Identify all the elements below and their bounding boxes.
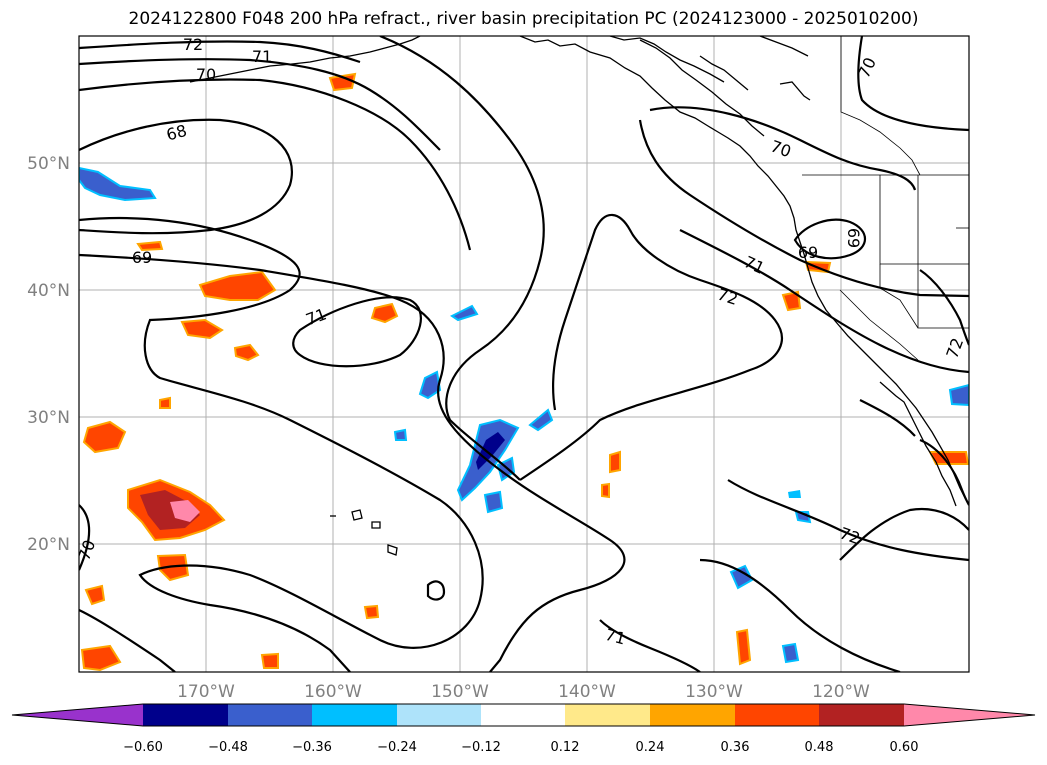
contour-label: 72 [183,35,203,54]
colorbar-tick-label: −0.12 [461,740,501,755]
lat-tick-label: 50°N [27,154,70,174]
colorbar-tick-label: −0.60 [123,740,163,755]
contour-label: 71 [603,625,628,649]
map-plot: 72 71 70 68 69 71 71 72 70 69 69 72 70 7… [74,35,969,672]
contour-label: 70 [74,537,99,563]
colorbar-segment [143,704,228,726]
contour-label: 69 [132,248,152,267]
coastlines [189,36,967,556]
lat-tick-label: 40°N [27,281,70,301]
political-borders [802,36,969,361]
map-title: 2024122800 F048 200 hPa refract., river … [128,9,919,29]
contour-label: 69 [844,228,863,248]
colorbar-tick-label: −0.24 [377,740,417,755]
colorbar-segment [904,704,1035,726]
colorbar-tick-labels: −0.60 −0.48 −0.36 −0.24 −0.12 0.12 0.24 … [123,740,918,755]
map-frame [78,35,970,673]
lat-tick-label: 30°N [27,408,70,428]
colorbar: −0.60 −0.48 −0.36 −0.24 −0.12 0.12 0.24 … [11,703,1036,755]
contour-label: 70 [196,65,216,84]
colorbar-segment [397,704,481,726]
longitude-tick-labels: 170°W 160°W 150°W 140°W 130°W 120°W [177,682,870,702]
lon-tick-label: 150°W [431,682,489,702]
contour-label: 71 [252,47,272,66]
lon-tick-label: 120°W [812,682,870,702]
colorbar-tick-label: −0.36 [292,740,332,755]
colorbar-segments [11,703,1036,727]
lon-tick-label: 170°W [177,682,235,702]
colorbar-outline [11,703,1036,727]
colorbar-tick-label: 0.24 [636,740,665,755]
colorbar-tick-label: 0.60 [890,740,919,755]
latitude-tick-labels: 50°N 40°N 30°N 20°N [27,154,70,555]
colorbar-segment [819,704,904,726]
lon-tick-label: 160°W [304,682,362,702]
refractivity-contours [79,36,969,672]
contour-label: 69 [798,243,818,262]
lat-tick-label: 20°N [27,535,70,555]
lon-tick-label: 130°W [685,682,743,702]
map-background [79,36,969,672]
colorbar-segment [565,704,650,726]
colorbar-tick-label: −0.48 [208,740,248,755]
colorbar-tick-label: 0.36 [721,740,750,755]
colorbar-segment [481,704,565,726]
colorbar-segment [650,704,735,726]
colorbar-segment [12,704,143,726]
graticule [79,36,969,672]
colorbar-tick-label: 0.48 [805,740,834,755]
contour-label: 68 [164,121,189,145]
colorbar-segment [735,704,819,726]
lon-tick-label: 140°W [558,682,616,702]
colorbar-tick-label: 0.12 [551,740,580,755]
colorbar-segment [228,704,312,726]
colorbar-segment [312,704,397,726]
positive-shading [80,72,969,672]
